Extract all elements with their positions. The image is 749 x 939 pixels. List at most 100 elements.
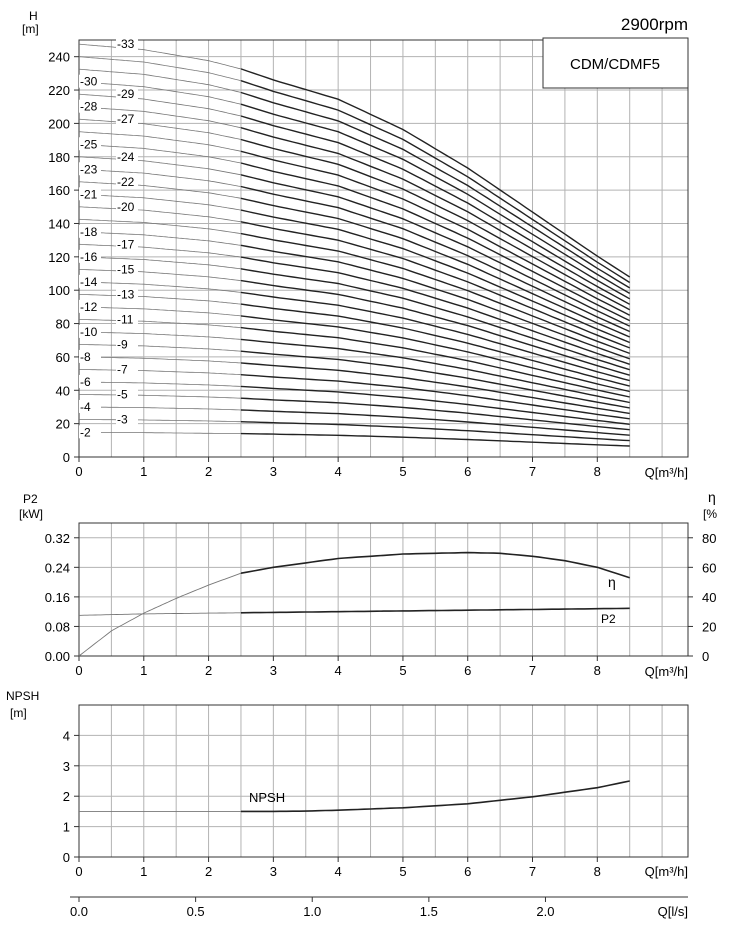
head-curve-dim bbox=[78, 344, 242, 352]
head-curve-dim bbox=[78, 381, 242, 387]
stage-label-bg bbox=[79, 137, 101, 151]
speed-label: 2900rpm bbox=[621, 15, 688, 34]
stage-label-bg bbox=[116, 112, 138, 126]
head-ytick-label: 200 bbox=[48, 116, 70, 131]
stage-label: -12 bbox=[80, 300, 98, 314]
head-xtick-label: 0 bbox=[75, 464, 82, 479]
stage-label: -18 bbox=[80, 225, 98, 239]
head-xtick-label: 3 bbox=[270, 464, 277, 479]
head-xtick-label: 1 bbox=[140, 464, 147, 479]
head-ytick-label: 100 bbox=[48, 283, 70, 298]
npsh-panel: 0 1 2 3 4 0 1 2 3 4 5 6 7 8 NPSH [m] Q[m³/h] NPSH bbox=[6, 689, 689, 879]
power-frame bbox=[78, 522, 689, 657]
head-curve-dim bbox=[79, 419, 241, 423]
head-curve bbox=[240, 362, 630, 415]
npsh-xtick-label: 8 bbox=[594, 864, 601, 879]
eff-ylabel: η bbox=[708, 489, 716, 505]
head-curve bbox=[240, 385, 630, 425]
head-curve-dim bbox=[78, 218, 242, 234]
head-curve bbox=[240, 103, 631, 295]
stage-label: -25 bbox=[80, 137, 98, 151]
head-curve-dim bbox=[78, 56, 242, 82]
head-curve bbox=[240, 374, 630, 420]
head-curve bbox=[240, 268, 630, 371]
npsh-curve bbox=[241, 780, 630, 813]
stage-label: -17 bbox=[117, 237, 135, 251]
power-curve-dim bbox=[78, 612, 241, 616]
power-xtick-label: 2 bbox=[205, 663, 212, 678]
power-ytick-label: 0.08 bbox=[45, 619, 70, 634]
head-curve-dim bbox=[78, 294, 242, 305]
power-efficiency-panel: 0.00 0.08 0.16 0.24 0.32 0 20 40 60 80 0 1 2 3 4 5 6 7 8 P2… bbox=[19, 489, 717, 679]
stage-label: -13 bbox=[117, 287, 135, 301]
npsh-ytick-label: 3 bbox=[63, 759, 70, 774]
head-curve-dim bbox=[78, 43, 242, 70]
head-curve-dim bbox=[78, 181, 242, 199]
stage-label-bg bbox=[116, 149, 138, 163]
power-yunit: [kW] bbox=[19, 507, 43, 521]
eff-ytick-label: 60 bbox=[702, 560, 716, 575]
head-curve-dim bbox=[78, 156, 242, 176]
head-curve-dim bbox=[78, 231, 242, 246]
head-curve bbox=[240, 315, 630, 393]
stage-label: -23 bbox=[80, 162, 98, 176]
head-curve bbox=[240, 338, 630, 404]
stage-label: -29 bbox=[117, 87, 135, 101]
head-curve bbox=[240, 209, 630, 344]
head-curve bbox=[240, 138, 631, 311]
npsh-ytick-label: 2 bbox=[63, 789, 70, 804]
stage-label-bg bbox=[79, 425, 101, 439]
head-curve-dim bbox=[78, 206, 242, 223]
head-curve bbox=[240, 115, 631, 300]
stage-label: -33 bbox=[117, 37, 135, 51]
head-curve bbox=[240, 397, 630, 431]
stage-label-bg bbox=[79, 187, 101, 201]
efficiency-series-label: η bbox=[608, 574, 616, 590]
head-xtick-label: 4 bbox=[335, 464, 342, 479]
head-ylabel: H bbox=[29, 9, 38, 23]
power-ytick-label: 0.32 bbox=[45, 531, 70, 546]
model-box: CDM/CDMF5 bbox=[542, 37, 689, 89]
head-curve-dim bbox=[78, 269, 242, 281]
stage-label: -20 bbox=[117, 200, 135, 214]
power-xlabel: Q[m³/h] bbox=[645, 664, 688, 679]
stage-label-bg bbox=[79, 162, 101, 176]
head-xtick-label: 8 bbox=[594, 464, 601, 479]
npsh-xtick-label: 5 bbox=[399, 864, 406, 879]
stage-label: -27 bbox=[117, 112, 135, 126]
power-ytick-label: 0.24 bbox=[45, 560, 70, 575]
stage-label: -4 bbox=[80, 400, 91, 414]
npsh-ytick-label: 1 bbox=[63, 820, 70, 835]
head-curve bbox=[240, 174, 630, 327]
head-curve-dim bbox=[78, 369, 242, 376]
stage-label: -30 bbox=[80, 75, 98, 89]
head-ytick-label: 0 bbox=[63, 450, 70, 465]
stage-label-bg bbox=[79, 274, 101, 288]
npsh-ytick-label: 4 bbox=[63, 728, 70, 743]
head-curve bbox=[240, 409, 630, 436]
ls-tick-label: 0.0 bbox=[70, 904, 88, 919]
ls-tick-label: 2.0 bbox=[536, 904, 554, 919]
stage-label: -2 bbox=[80, 425, 91, 439]
power-xtick-label: 8 bbox=[594, 663, 601, 678]
stage-label-bg bbox=[116, 199, 138, 213]
head-curve-dim bbox=[78, 356, 242, 364]
eff-ytick-label: 20 bbox=[702, 619, 716, 634]
head-curve-dim bbox=[78, 331, 242, 340]
eff-ytick-label: 40 bbox=[702, 590, 716, 605]
stage-label: -9 bbox=[117, 337, 128, 351]
head-curve-dim bbox=[79, 431, 241, 434]
stage-label-bg bbox=[116, 87, 138, 101]
ls-tick-label: 0.5 bbox=[187, 904, 205, 919]
stage-label: -11 bbox=[117, 312, 134, 326]
head-xtick-label: 2 bbox=[205, 464, 212, 479]
head-curve-dim bbox=[78, 306, 242, 317]
head-ytick-label: 80 bbox=[56, 317, 70, 332]
stage-label: -22 bbox=[117, 175, 135, 189]
head-curve-dim bbox=[78, 243, 242, 258]
npsh-xtick-label: 4 bbox=[335, 864, 342, 879]
power-xtick-label: 4 bbox=[335, 663, 342, 678]
power-series-label: P2 bbox=[601, 612, 616, 626]
model-label: CDM/CDMF5 bbox=[570, 56, 660, 73]
npsh-xtick-label: 7 bbox=[529, 864, 536, 879]
